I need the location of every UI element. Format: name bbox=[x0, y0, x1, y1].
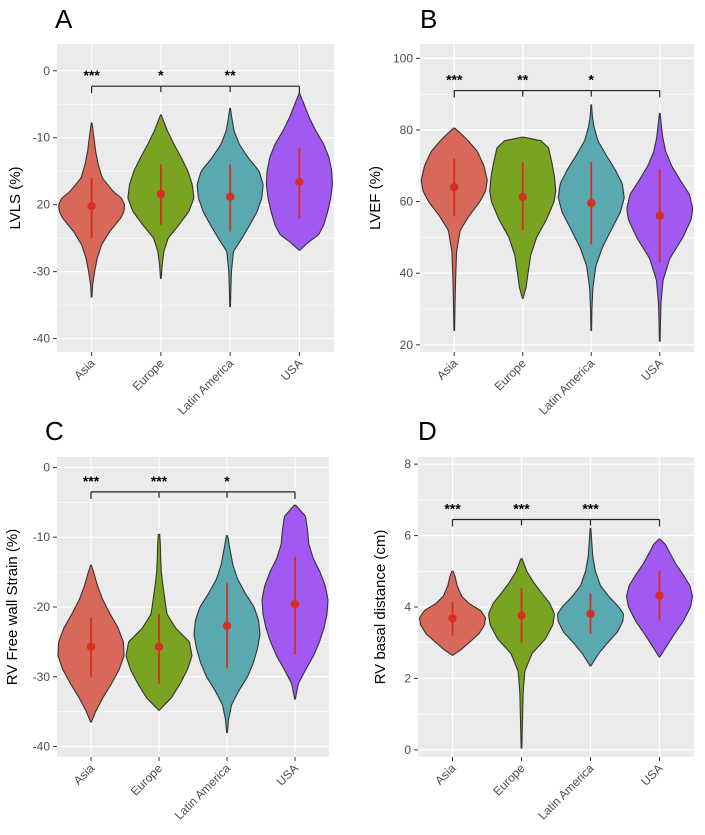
x-tick-label: Asia bbox=[434, 356, 461, 383]
x-tick-label: USA bbox=[638, 761, 665, 788]
mean-point bbox=[587, 198, 596, 208]
mean-point bbox=[290, 600, 300, 609]
y-tick-label: 100 bbox=[393, 51, 413, 65]
y-tick-label: 0 bbox=[43, 64, 50, 78]
y-tick-label: 80 bbox=[400, 123, 414, 137]
x-tick-label: Latin America bbox=[172, 761, 234, 823]
mean-point bbox=[655, 591, 664, 600]
y-tick-label: 8 bbox=[404, 457, 411, 471]
mean-point bbox=[517, 611, 526, 620]
significance-label: *** bbox=[444, 501, 461, 517]
x-tick-label: Latin America bbox=[175, 356, 237, 418]
y-axis-label: LVEF (%) bbox=[367, 166, 384, 230]
mean-point bbox=[518, 192, 527, 202]
y-tick-label: 0 bbox=[43, 460, 50, 474]
x-tick-label: USA bbox=[639, 356, 666, 383]
significance-label: *** bbox=[446, 72, 463, 88]
mean-point bbox=[450, 183, 459, 192]
x-tick-label: Asia bbox=[432, 761, 459, 788]
y-tick-label: 0 bbox=[404, 743, 411, 757]
y-tick-label: 20 bbox=[400, 338, 414, 352]
y-tick-label: 20 bbox=[37, 198, 51, 212]
panel-letter: A bbox=[55, 4, 73, 34]
significance-label: ** bbox=[517, 72, 528, 88]
x-tick-label: Europe bbox=[128, 761, 165, 798]
mean-point bbox=[87, 201, 96, 211]
y-tick-label: -20 bbox=[33, 600, 51, 614]
y-tick-label: 2 bbox=[404, 671, 411, 685]
y-tick-label: -30 bbox=[33, 670, 51, 684]
x-tick-label: Latin America bbox=[536, 356, 598, 418]
x-tick-label: Europe bbox=[490, 761, 527, 798]
y-axis-label: LVLS (%) bbox=[7, 166, 24, 229]
panel-letter: D bbox=[418, 416, 437, 446]
significance-label: * bbox=[224, 473, 230, 489]
mean-point bbox=[225, 192, 235, 201]
significance-label: *** bbox=[83, 67, 100, 83]
y-tick-label: -40 bbox=[33, 740, 51, 754]
x-tick-label: Latin America bbox=[535, 761, 597, 823]
x-tick-label: Europe bbox=[492, 356, 529, 393]
x-tick-label: USA bbox=[278, 356, 305, 383]
y-tick-label: 60 bbox=[400, 195, 414, 209]
mean-point bbox=[448, 614, 457, 623]
panel-a: A 0 -10 20 -30 -40 LVLS (%) Asia Europe Latin Ame… bbox=[7, 4, 334, 418]
significance-label: * bbox=[589, 72, 595, 88]
significance-label: *** bbox=[83, 473, 100, 489]
significance-label: * bbox=[158, 67, 164, 83]
y-tick-label: -40 bbox=[33, 332, 51, 346]
mean-point bbox=[154, 642, 164, 651]
violin-asia bbox=[420, 127, 488, 332]
panel-letter: B bbox=[420, 4, 437, 34]
y-tick-label: 6 bbox=[404, 529, 411, 543]
y-tick-label: 4 bbox=[404, 600, 411, 614]
panel-b: B 20 40 60 80 100 LVEF (%) Asia Europe Latin Amer… bbox=[367, 4, 694, 418]
y-axis-label: RV Free wall Strain (%) bbox=[4, 529, 21, 685]
violin-europe bbox=[488, 558, 555, 749]
x-tick-label: USA bbox=[274, 761, 301, 788]
y-axis-label: RV basal distance (cm) bbox=[372, 530, 389, 685]
x-tick-label: Asia bbox=[71, 761, 98, 788]
panel-letter: C bbox=[45, 416, 64, 446]
mean-point bbox=[295, 177, 304, 187]
y-tick-label: -30 bbox=[33, 265, 51, 279]
mean-point bbox=[156, 189, 166, 199]
significance-label: *** bbox=[582, 501, 599, 517]
panel-c: C 0 -10 -20 -30 -40 RV Free wall Strain (%) Asi… bbox=[4, 416, 329, 823]
y-tick-label: -10 bbox=[33, 530, 51, 544]
significance-label: ** bbox=[225, 67, 236, 83]
mean-point bbox=[86, 642, 96, 651]
significance-label: *** bbox=[513, 501, 530, 517]
panel-d: D 0 2 4 6 8 RV basal distance (cm) Asia Europe La… bbox=[372, 416, 694, 823]
mean-point bbox=[222, 621, 232, 631]
mean-point bbox=[655, 211, 664, 221]
y-tick-label: 40 bbox=[400, 266, 414, 280]
x-tick-label: Europe bbox=[130, 356, 167, 393]
significance-label: *** bbox=[151, 473, 168, 489]
mean-point bbox=[586, 609, 595, 618]
y-tick-label: -10 bbox=[33, 131, 51, 145]
x-tick-label: Asia bbox=[71, 356, 98, 383]
